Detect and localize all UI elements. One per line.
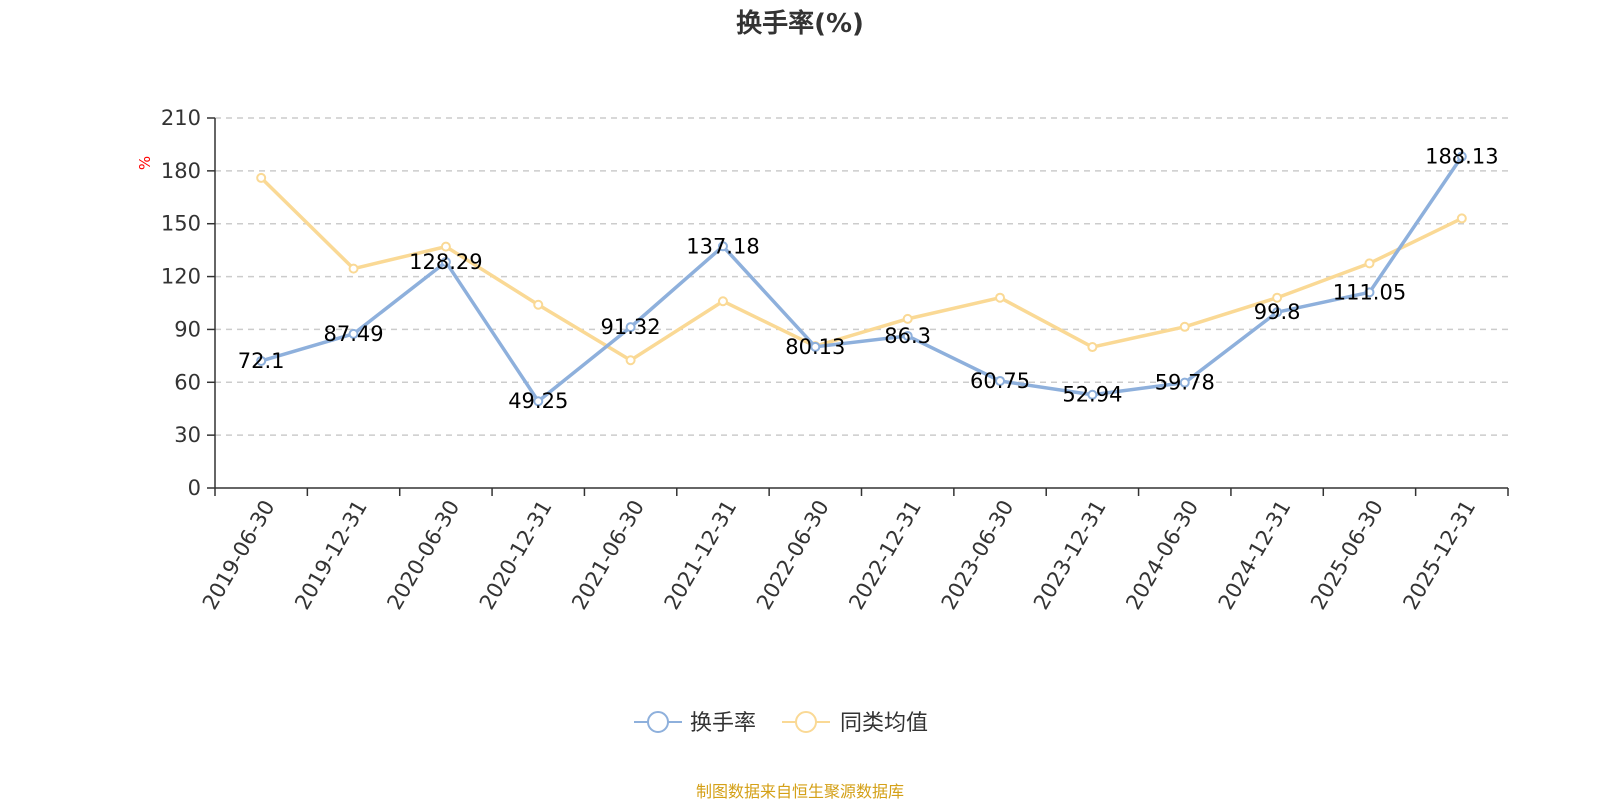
y-tick-label: 90 bbox=[174, 317, 201, 341]
x-tick-label: 2020-12-31 bbox=[475, 496, 557, 614]
legend-item-turnover: 换手率 bbox=[634, 711, 756, 736]
data-point-peer-average bbox=[625, 355, 636, 366]
series-line-peer-average bbox=[259, 176, 1464, 363]
data-point-turnover bbox=[1364, 287, 1375, 298]
data-label-turnover: 72.1 bbox=[238, 349, 285, 373]
data-point-peer-average bbox=[533, 299, 544, 310]
series-line-turnover bbox=[259, 154, 1464, 403]
data-point-turnover bbox=[995, 375, 1006, 386]
data-label-turnover: 59.78 bbox=[1155, 371, 1215, 395]
x-tick-label: 2023-06-30 bbox=[937, 496, 1019, 614]
data-point-turnover bbox=[902, 330, 913, 341]
data-point-turnover bbox=[1272, 307, 1283, 318]
data-label-turnover: 52.94 bbox=[1062, 383, 1122, 407]
data-point-peer-average bbox=[717, 296, 728, 307]
source-note: 制图数据来自恒生聚源数据库 bbox=[696, 782, 904, 800]
data-point-turnover bbox=[1179, 377, 1190, 388]
x-tick-label: 2019-12-31 bbox=[290, 496, 372, 614]
data-point-peer-average bbox=[348, 263, 359, 274]
legend-marker bbox=[795, 711, 817, 733]
x-tick-label: 2022-06-30 bbox=[752, 496, 834, 614]
data-point-turnover bbox=[440, 256, 451, 267]
chart-title: 换手率(%) bbox=[736, 8, 864, 39]
data-point-turnover bbox=[533, 396, 544, 407]
data-point-turnover bbox=[1087, 389, 1098, 400]
data-label-turnover: 80.13 bbox=[785, 335, 845, 359]
y-axis-unit-label: % bbox=[136, 156, 154, 170]
x-tick-label: 2024-06-30 bbox=[1121, 496, 1203, 614]
data-label-turnover: 49.25 bbox=[508, 389, 568, 413]
x-tick-label: 2023-12-31 bbox=[1029, 496, 1111, 614]
data-label-turnover: 188.13 bbox=[1425, 145, 1498, 169]
data-point-peer-average bbox=[1272, 292, 1283, 303]
data-point-peer-average bbox=[1179, 321, 1190, 332]
grid-lines bbox=[215, 117, 1508, 436]
y-tick-label: 120 bbox=[161, 265, 201, 289]
series bbox=[256, 151, 1467, 407]
data-label-turnover: 111.05 bbox=[1333, 280, 1406, 304]
data-point-turnover bbox=[1456, 151, 1467, 162]
legend-label: 换手率 bbox=[690, 711, 756, 736]
data-label-turnover: 137.18 bbox=[686, 234, 759, 258]
data-label-turnover: 91.32 bbox=[601, 315, 661, 339]
y-tick-label: 60 bbox=[174, 370, 201, 394]
data-point-peer-average bbox=[995, 292, 1006, 303]
x-tick-label: 2021-06-30 bbox=[567, 496, 649, 614]
x-tick-label: 2025-06-30 bbox=[1306, 496, 1388, 614]
data-point-peer-average bbox=[902, 313, 913, 324]
x-tick-label: 2025-12-31 bbox=[1398, 496, 1480, 614]
legend-marker bbox=[647, 711, 669, 733]
data-point-peer-average bbox=[1087, 342, 1098, 353]
data-point-turnover bbox=[256, 355, 267, 366]
legend-item-peer-average: 同类均值 bbox=[782, 711, 928, 736]
y-tick-label: 0 bbox=[188, 476, 201, 500]
data-point-peer-average bbox=[1456, 213, 1467, 224]
legend-label: 同类均值 bbox=[840, 711, 928, 736]
legend: 换手率 同类均值 bbox=[634, 711, 928, 736]
y-tick-label: 150 bbox=[161, 212, 201, 236]
x-tick-label: 2021-12-31 bbox=[660, 496, 742, 614]
y-tick-label: 180 bbox=[161, 159, 201, 183]
data-point-turnover bbox=[717, 241, 728, 252]
data-point-peer-average bbox=[256, 172, 267, 183]
data-labels: 72.1 87.49 128.29 49.25 91.32 137.18 80.13 86.3… bbox=[238, 145, 1499, 414]
data-label-turnover: 99.8 bbox=[1254, 300, 1301, 324]
x-tick-label: 2022-12-31 bbox=[844, 496, 926, 614]
data-label-turnover: 60.75 bbox=[970, 369, 1030, 393]
data-label-turnover: 87.49 bbox=[323, 322, 383, 346]
x-tick-label: 2024-12-31 bbox=[1214, 496, 1296, 614]
data-point-peer-average bbox=[1364, 258, 1375, 269]
y-tick-label: 210 bbox=[161, 106, 201, 130]
data-label-turnover: 86.3 bbox=[884, 324, 931, 348]
data-point-turnover bbox=[348, 328, 359, 339]
data-point-turnover bbox=[625, 322, 636, 333]
x-tick-label: 2020-06-30 bbox=[382, 496, 464, 614]
y-tick-label: 30 bbox=[174, 423, 201, 447]
data-label-turnover: 128.29 bbox=[409, 250, 482, 274]
x-tick-label: 2019-06-30 bbox=[198, 496, 280, 614]
data-point-peer-average bbox=[440, 241, 451, 252]
data-point-turnover bbox=[810, 341, 821, 352]
